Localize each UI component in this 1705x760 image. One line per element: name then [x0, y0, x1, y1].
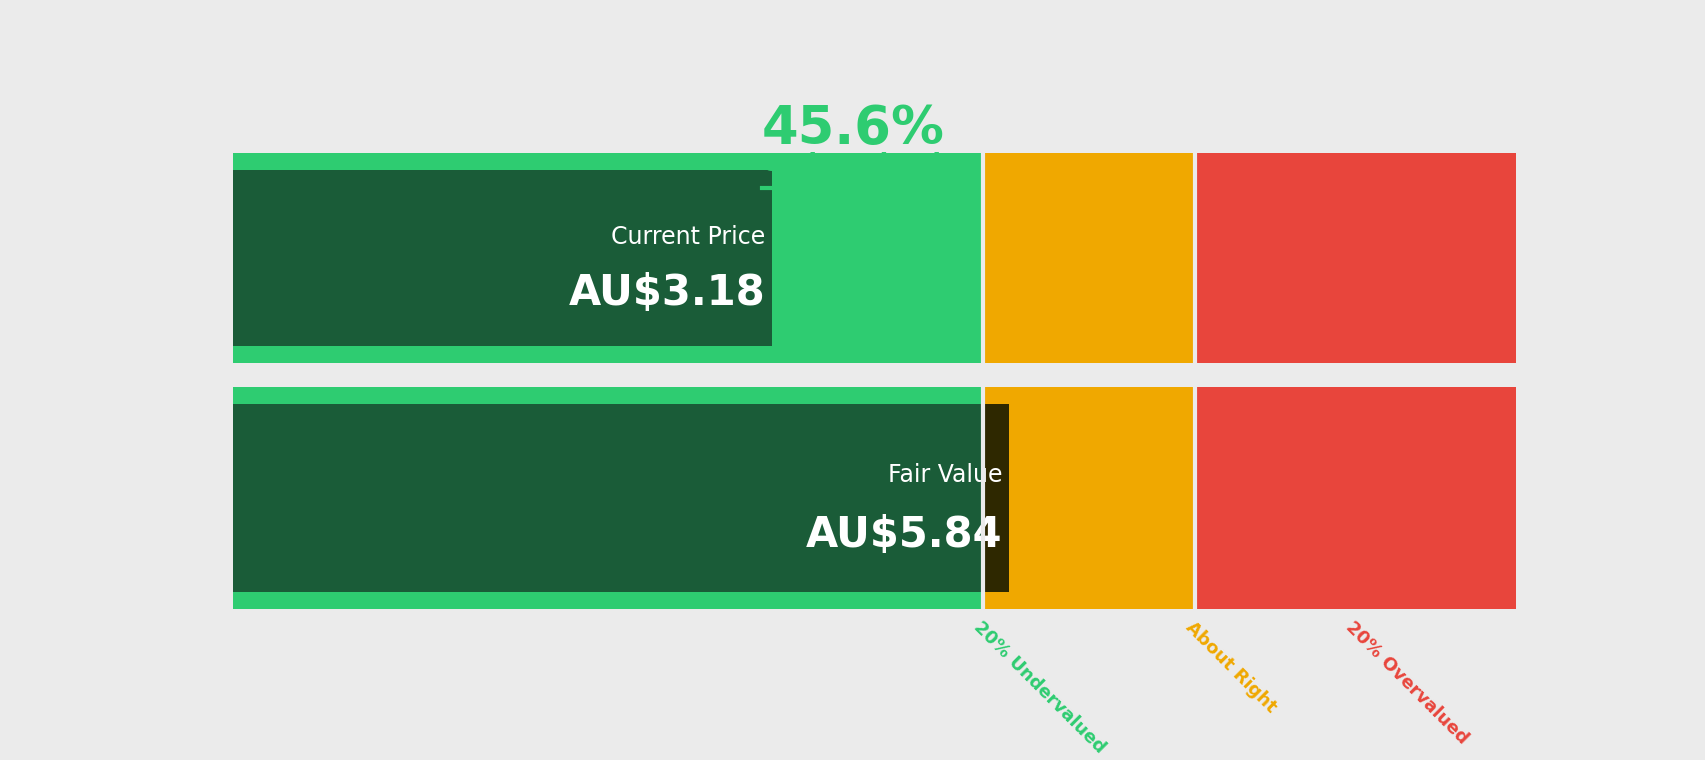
Text: AU$5.84: AU$5.84	[805, 515, 1003, 556]
Bar	[982, 153, 1194, 363]
Bar	[982, 387, 1194, 609]
Bar	[982, 404, 1008, 591]
Bar	[1194, 387, 1514, 609]
Bar	[234, 170, 771, 346]
Text: Current Price: Current Price	[610, 225, 764, 249]
Text: 20% Overvalued: 20% Overvalued	[1342, 618, 1471, 747]
Text: About Right: About Right	[1182, 618, 1279, 716]
Text: Undervalued: Undervalued	[762, 152, 941, 176]
Text: AU$3.18: AU$3.18	[568, 272, 764, 314]
Text: 45.6%: 45.6%	[762, 103, 945, 155]
Bar	[234, 153, 982, 363]
Bar	[234, 387, 982, 609]
Text: Fair Value: Fair Value	[887, 464, 1003, 487]
Bar	[1194, 153, 1514, 363]
Text: 20% Undervalued: 20% Undervalued	[970, 618, 1108, 756]
Bar	[234, 404, 1008, 591]
